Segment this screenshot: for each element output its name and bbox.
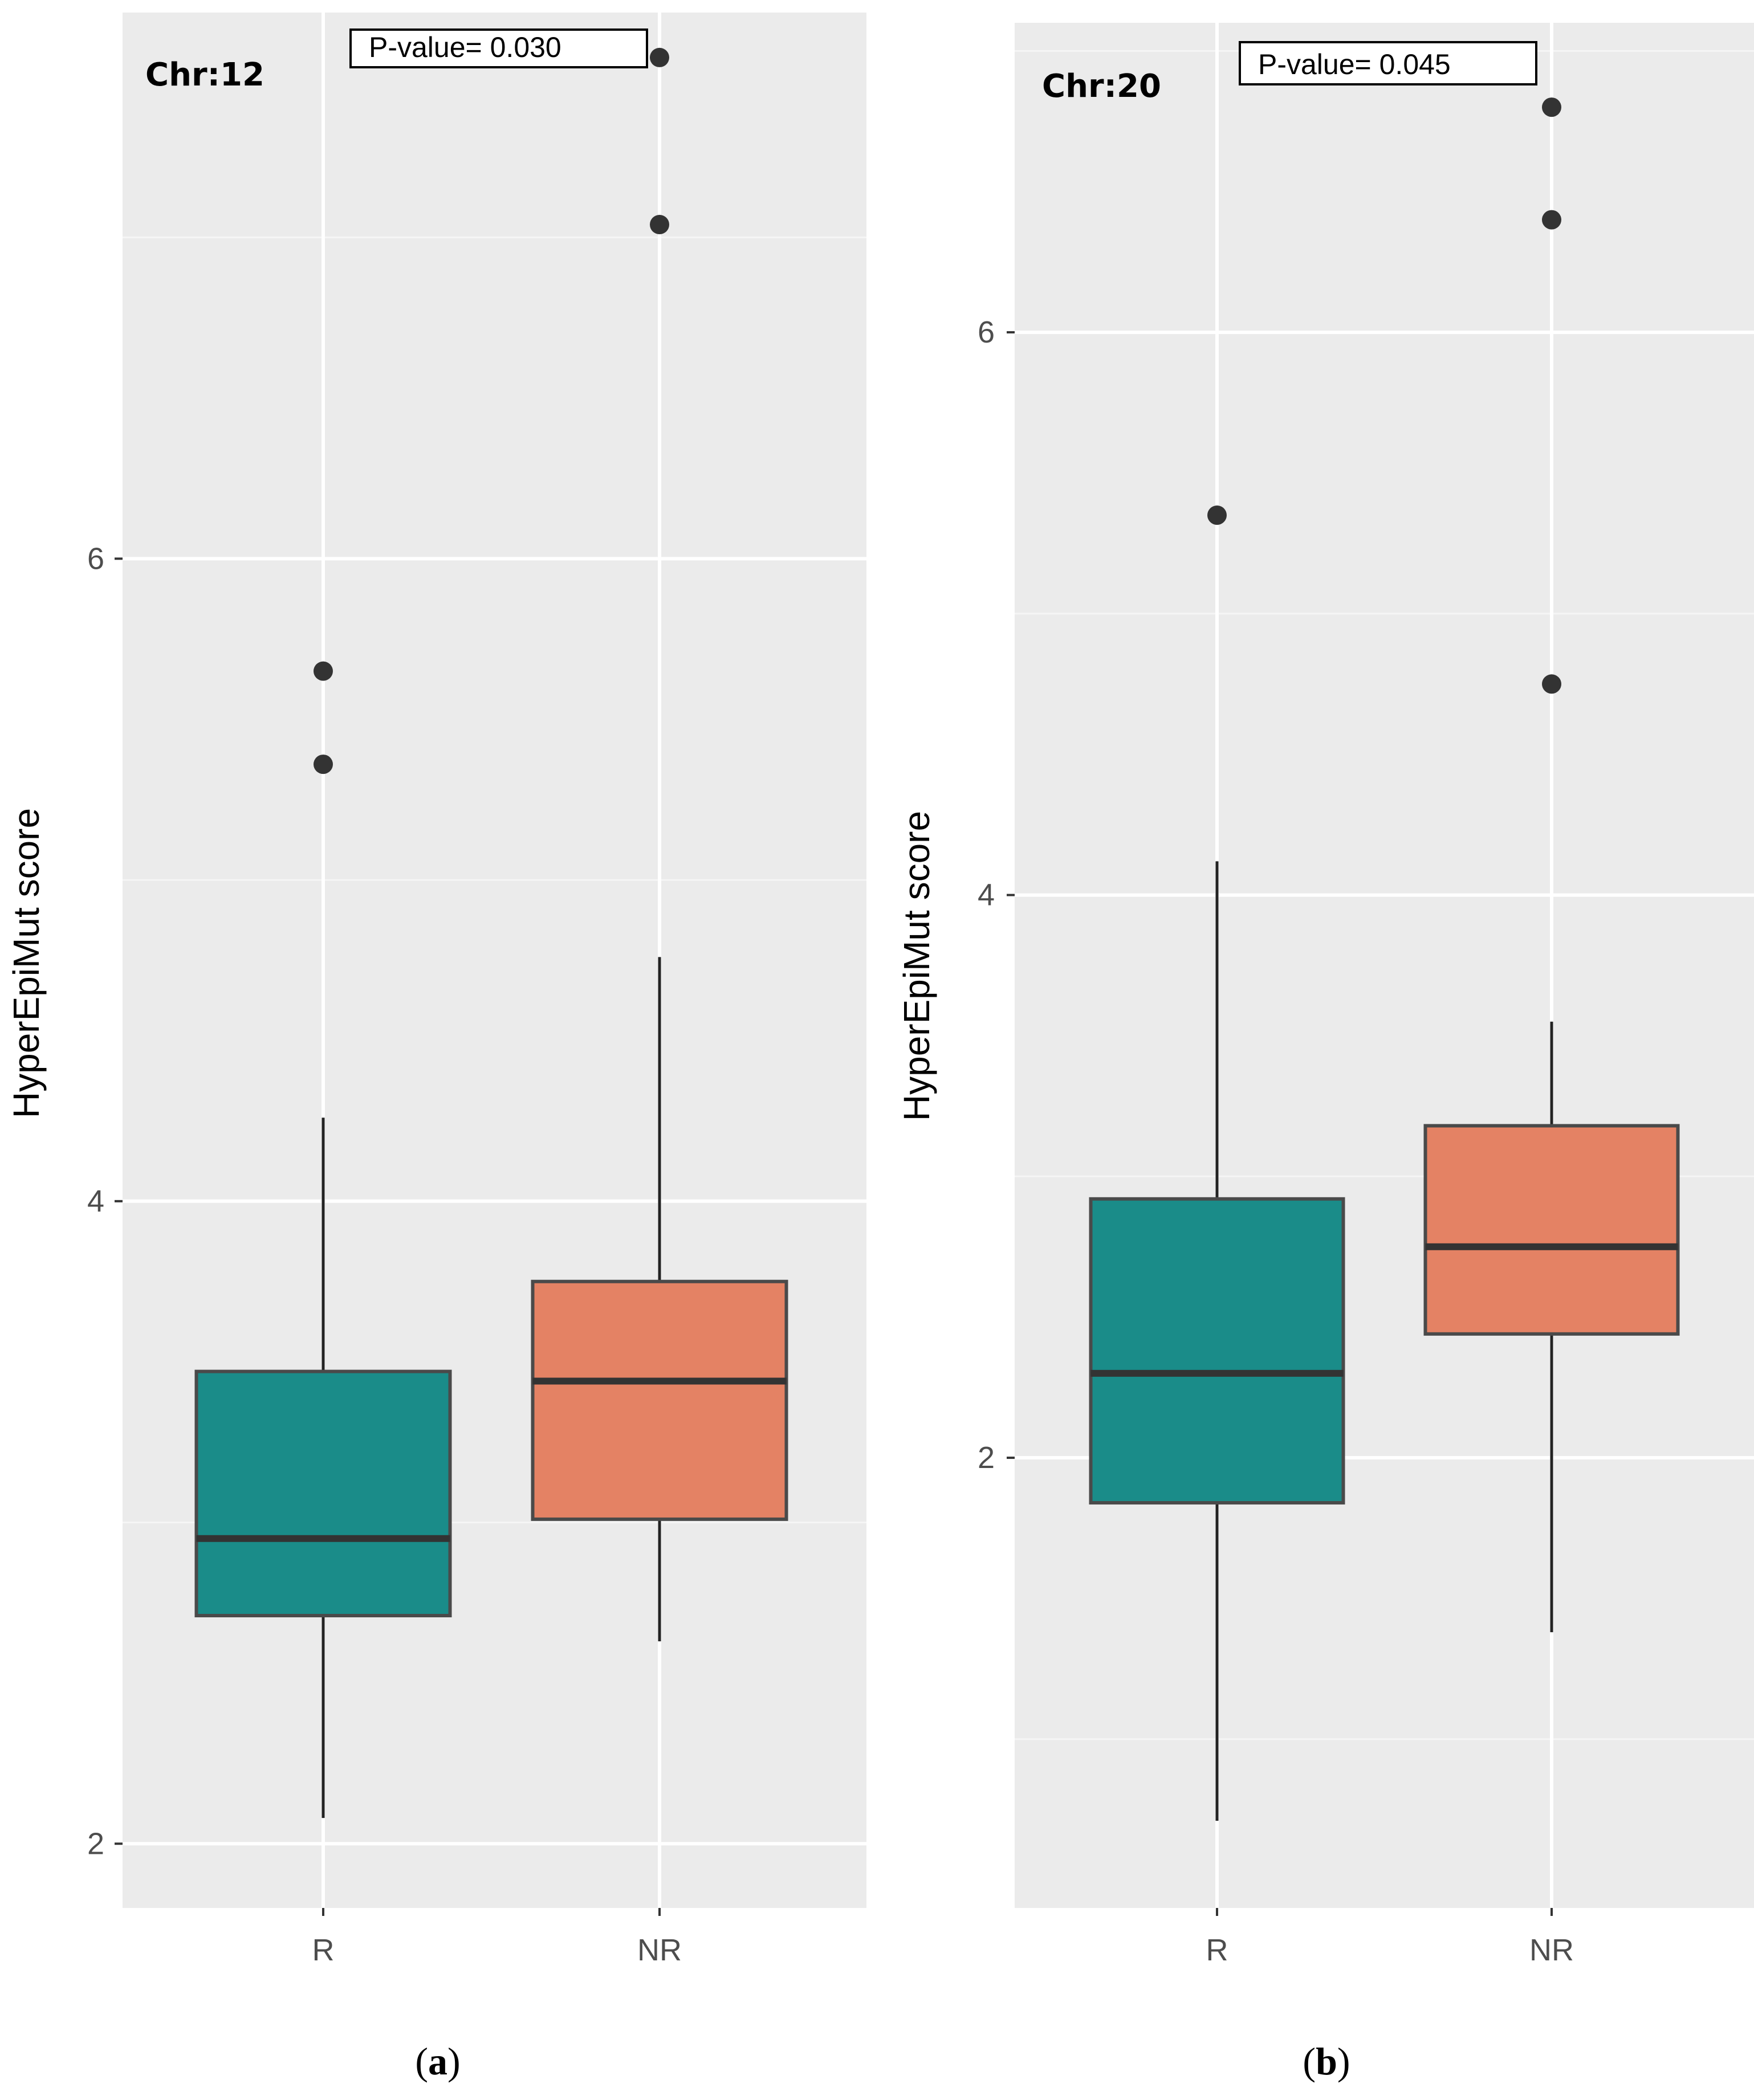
plot-background [1015, 23, 1754, 1908]
plot-background [123, 13, 866, 1908]
caption-b: (b) [1303, 2040, 1350, 2083]
p-value-box [1239, 41, 1537, 85]
p-value-box [349, 28, 648, 68]
outlier-point [650, 215, 669, 235]
y-tick-label: 2 [978, 1441, 995, 1475]
caption-b-letter: b [1316, 2040, 1337, 2083]
outlier-point [1542, 674, 1561, 694]
x-tick-label: R [1206, 1933, 1228, 1967]
y-tick-label: 4 [978, 878, 995, 912]
y-tick-label: 4 [87, 1184, 104, 1218]
box-NR [531, 1279, 788, 1521]
y-axis-title: HyperEpiMut score [6, 808, 47, 1118]
panel-b: 2 4 6 R NR HyperEpiMut score Chr:20 P-value= 0.… [896, 23, 1754, 1967]
outlier-point [314, 755, 333, 774]
chromosome-label: Chr:20 [1042, 68, 1161, 105]
chromosome-label: Chr:12 [145, 56, 264, 93]
y-tick-label: 6 [978, 315, 995, 349]
x-tick-label: R [312, 1933, 335, 1967]
caption-a-letter: a [428, 2040, 447, 2083]
box-R [194, 1369, 452, 1618]
outlier-point [1207, 505, 1227, 525]
p-value-text: P-value= 0.030 [369, 31, 561, 63]
outlier-point [314, 661, 333, 681]
x-tick-label: NR [637, 1933, 682, 1967]
outlier-point [650, 47, 669, 67]
box-NR [1423, 1124, 1680, 1336]
p-value-text: P-value= 0.045 [1258, 48, 1451, 80]
outlier-point [1542, 210, 1561, 230]
panel-a: 2 4 6 R NR HyperEpiMut score Chr:12 P-value= 0.… [6, 13, 866, 1967]
caption-a: (a) [415, 2040, 460, 2083]
y-tick-label: 2 [87, 1826, 104, 1861]
y-axis-title: HyperEpiMut score [896, 811, 937, 1121]
box-R [1089, 1197, 1345, 1505]
x-tick-label: NR [1529, 1933, 1574, 1967]
y-tick-label: 6 [87, 541, 104, 576]
outlier-point [1542, 97, 1561, 117]
